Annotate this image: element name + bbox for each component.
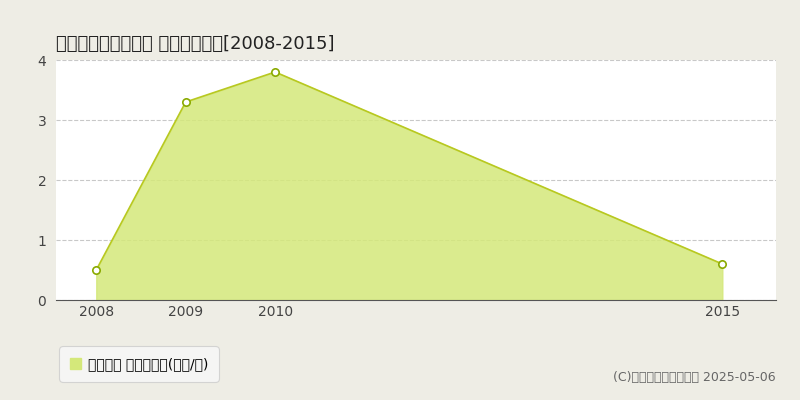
Point <box>269 69 282 75</box>
Point <box>179 99 192 105</box>
Text: 薩摩郡さつま町二渡 土地価格推移[2008-2015]: 薩摩郡さつま町二渡 土地価格推移[2008-2015] <box>56 35 334 53</box>
Text: (C)土地価格ドットコム 2025-05-06: (C)土地価格ドットコム 2025-05-06 <box>614 371 776 384</box>
Legend: 土地価格 平均坪単価(万円/坪): 土地価格 平均坪単価(万円/坪) <box>63 350 215 378</box>
Point <box>716 261 729 267</box>
Point <box>90 267 102 273</box>
